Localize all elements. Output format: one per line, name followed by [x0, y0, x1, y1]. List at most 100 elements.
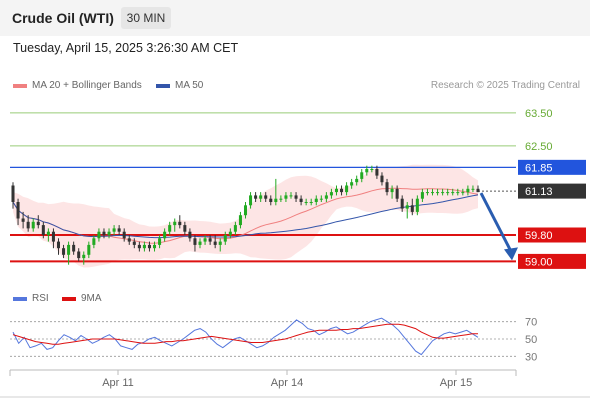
level-label-61.13: 61.13	[525, 186, 553, 198]
candle-body	[456, 192, 460, 194]
candle	[41, 221, 45, 239]
research-credit: Research © 2025 Trading Central	[430, 80, 580, 91]
candle	[274, 178, 278, 206]
candle	[97, 228, 101, 242]
candle-body	[274, 198, 278, 202]
candle	[183, 221, 187, 235]
candle-body	[294, 195, 298, 199]
candle-body	[62, 248, 66, 255]
candle	[269, 195, 273, 206]
candle	[107, 228, 111, 239]
candle	[87, 241, 91, 259]
candle	[304, 198, 308, 206]
candle-body	[400, 198, 404, 209]
candle	[451, 188, 455, 196]
candle	[461, 188, 465, 196]
candle	[340, 185, 344, 196]
ma50-legend-swatch	[156, 84, 170, 88]
candle-body	[259, 195, 263, 199]
candle	[243, 202, 248, 219]
candle	[233, 221, 237, 235]
candle-body	[415, 198, 419, 212]
candle-body	[26, 221, 30, 229]
candle-body	[208, 238, 212, 242]
candle	[284, 192, 288, 202]
candle	[466, 185, 470, 196]
forecast-arrow-layer	[479, 192, 518, 261]
candle	[395, 185, 399, 202]
candle-body	[67, 244, 71, 255]
candle-body	[264, 195, 268, 199]
candle	[112, 225, 116, 235]
rsi-series-RSI	[12, 317, 479, 356]
candle	[127, 235, 131, 245]
timeframe-button[interactable]: 30 MIN	[121, 7, 171, 29]
candle	[92, 235, 96, 249]
candle-body	[87, 244, 91, 255]
forecast-arrow-shaft	[479, 192, 513, 253]
candle	[334, 185, 338, 196]
candle-body	[46, 231, 50, 235]
candle	[168, 221, 172, 235]
candle-body	[92, 238, 96, 245]
candle-body	[269, 198, 273, 202]
candle	[158, 235, 162, 249]
rsi-tick-30: 30	[525, 351, 537, 363]
candle-body	[345, 185, 349, 193]
candle-body	[405, 205, 409, 209]
moving-average-layer	[12, 187, 479, 244]
rsi-tick-70: 70	[525, 317, 537, 329]
rsi-series-9MA	[12, 323, 478, 345]
candle-body	[178, 221, 182, 226]
forecast-arrow-head	[504, 247, 518, 261]
candle-body	[51, 231, 55, 242]
candle	[238, 211, 242, 229]
candle-body	[360, 172, 364, 179]
candle-body	[193, 238, 197, 245]
candle-body	[16, 202, 20, 219]
candle-body	[249, 195, 253, 206]
candle	[198, 238, 202, 249]
candle	[31, 218, 35, 232]
candle-body	[238, 215, 242, 226]
candle	[370, 165, 374, 173]
candle	[471, 185, 475, 193]
candle-body	[82, 254, 86, 259]
candle-body	[441, 192, 445, 194]
candle	[436, 188, 440, 196]
ma50-legend-label: MA 50	[175, 80, 204, 91]
level-badge-59.00	[518, 253, 586, 269]
candle	[67, 241, 71, 265]
candle-body	[461, 192, 465, 194]
candle-body	[279, 198, 283, 200]
candle-body	[173, 221, 177, 226]
candle	[51, 228, 55, 249]
candle	[289, 192, 293, 199]
candle-body	[213, 241, 217, 245]
candle-body	[299, 198, 303, 202]
candle	[400, 195, 404, 212]
candle-body	[218, 241, 222, 245]
candle	[56, 238, 61, 255]
candle	[153, 241, 157, 252]
candle-body	[77, 251, 81, 259]
candle-body	[334, 188, 338, 193]
header-bar: Crude Oil (WTI) 30 MIN	[0, 0, 590, 36]
candle	[319, 195, 323, 202]
rsi-panel: 30 50 70	[10, 317, 537, 363]
rsi-tick-50: 50	[525, 334, 537, 346]
candle	[415, 195, 419, 216]
candle	[441, 188, 445, 196]
candle	[390, 185, 394, 199]
candle	[365, 165, 369, 176]
time-tick-label: Apr 15	[440, 377, 472, 389]
ma20-legend-swatch	[13, 84, 27, 88]
candle-body	[117, 228, 121, 232]
candle	[314, 195, 318, 206]
candle-body	[309, 202, 313, 203]
level-label-59.80: 59.80	[525, 230, 553, 242]
level-labels-layer: 63.50 62.50 61.85 61.13 59.80 59.00	[518, 108, 586, 269]
candle	[163, 228, 167, 242]
candle	[21, 211, 25, 229]
level-label-63.50: 63.50	[525, 108, 553, 120]
